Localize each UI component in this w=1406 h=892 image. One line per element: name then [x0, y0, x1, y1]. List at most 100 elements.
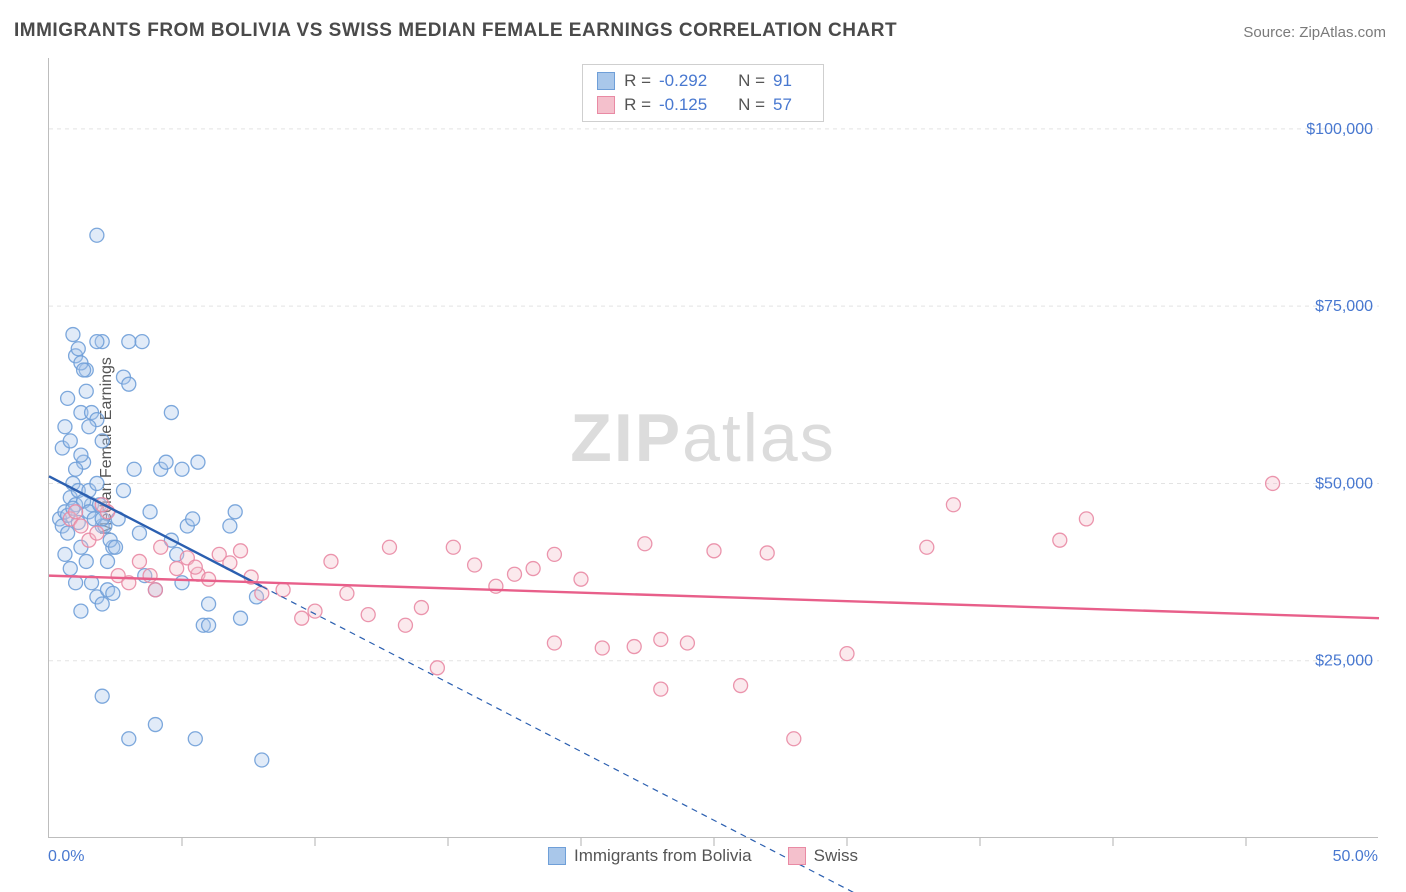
scatter-point-bolivia	[159, 455, 173, 469]
scatter-point-bolivia	[148, 718, 162, 732]
stats-N-label: N =	[737, 95, 765, 115]
scatter-point-swiss	[760, 546, 774, 560]
plot-area: $25,000$50,000$75,000$100,000	[48, 58, 1378, 838]
y-tick-label: $100,000	[1306, 121, 1373, 138]
scatter-point-swiss	[234, 544, 248, 558]
scatter-point-bolivia	[191, 455, 205, 469]
scatter-point-swiss	[468, 558, 482, 572]
scatter-point-bolivia	[116, 484, 130, 498]
scatter-point-swiss	[1266, 476, 1280, 490]
scatter-point-bolivia	[90, 335, 104, 349]
stats-N-label: N =	[737, 71, 765, 91]
scatter-point-swiss	[526, 562, 540, 576]
y-tick-label: $50,000	[1315, 475, 1373, 492]
legend-swatch-bolivia	[548, 847, 566, 865]
chart-container: { "title": "IMMIGRANTS FROM BOLIVIA VS S…	[0, 0, 1406, 892]
stats-N-value-swiss: 57	[773, 95, 809, 115]
stats-row-bolivia: R =-0.292N =91	[583, 69, 823, 93]
legend-bottom: Immigrants from Bolivia Swiss	[548, 846, 858, 866]
scatter-point-bolivia	[95, 434, 109, 448]
chart-title: IMMIGRANTS FROM BOLIVIA VS SWISS MEDIAN …	[14, 20, 897, 42]
scatter-point-swiss	[340, 586, 354, 600]
scatter-point-swiss	[595, 641, 609, 655]
scatter-point-swiss	[508, 567, 522, 581]
source-prefix: Source:	[1243, 24, 1299, 41]
scatter-point-swiss	[1079, 512, 1093, 526]
scatter-point-bolivia	[202, 597, 216, 611]
legend-label-swiss: Swiss	[814, 846, 858, 866]
legend-label-bolivia: Immigrants from Bolivia	[574, 846, 752, 866]
scatter-point-bolivia	[74, 448, 88, 462]
scatter-point-bolivia	[143, 505, 157, 519]
scatter-point-swiss	[361, 608, 375, 622]
scatter-point-bolivia	[82, 420, 96, 434]
scatter-point-bolivia	[63, 434, 77, 448]
scatter-point-swiss	[148, 583, 162, 597]
x-tick-max: 50.0%	[1333, 848, 1378, 866]
scatter-point-swiss	[946, 498, 960, 512]
scatter-point-bolivia	[122, 732, 136, 746]
scatter-point-swiss	[324, 554, 338, 568]
scatter-point-swiss	[382, 540, 396, 554]
scatter-point-bolivia	[164, 406, 178, 420]
scatter-point-swiss	[69, 505, 83, 519]
scatter-point-swiss	[430, 661, 444, 675]
scatter-point-swiss	[414, 601, 428, 615]
scatter-point-bolivia	[79, 384, 93, 398]
scatter-point-swiss	[787, 732, 801, 746]
swatch-bolivia	[597, 72, 615, 90]
scatter-point-swiss	[547, 636, 561, 650]
scatter-point-swiss	[90, 526, 104, 540]
plot-svg: $25,000$50,000$75,000$100,000	[49, 58, 1378, 837]
scatter-point-bolivia	[127, 462, 141, 476]
scatter-point-bolivia	[122, 335, 136, 349]
legend-item-bolivia: Immigrants from Bolivia	[548, 846, 752, 866]
scatter-point-bolivia	[58, 420, 72, 434]
scatter-point-swiss	[308, 604, 322, 618]
scatter-point-bolivia	[101, 554, 115, 568]
scatter-point-swiss	[398, 618, 412, 632]
scatter-point-swiss	[170, 562, 184, 576]
scatter-point-swiss	[654, 632, 668, 646]
scatter-point-bolivia	[71, 342, 85, 356]
scatter-point-bolivia	[202, 618, 216, 632]
scatter-point-swiss	[74, 519, 88, 533]
scatter-point-bolivia	[135, 335, 149, 349]
scatter-point-swiss	[638, 537, 652, 551]
trendline-swiss	[49, 576, 1379, 619]
scatter-point-swiss	[707, 544, 721, 558]
source-name: ZipAtlas.com	[1299, 24, 1386, 41]
scatter-point-bolivia	[58, 547, 72, 561]
scatter-point-swiss	[680, 636, 694, 650]
stats-R-label: R =	[623, 71, 651, 91]
scatter-point-bolivia	[63, 562, 77, 576]
scatter-point-bolivia	[66, 328, 80, 342]
scatter-point-bolivia	[95, 597, 109, 611]
scatter-point-bolivia	[77, 363, 91, 377]
scatter-point-swiss	[143, 569, 157, 583]
scatter-point-swiss	[446, 540, 460, 554]
scatter-point-bolivia	[255, 753, 269, 767]
scatter-point-swiss	[734, 679, 748, 693]
stats-row-swiss: R =-0.125N =57	[583, 93, 823, 117]
scatter-point-bolivia	[122, 377, 136, 391]
y-tick-label: $75,000	[1315, 298, 1373, 315]
scatter-point-bolivia	[61, 391, 75, 405]
scatter-point-swiss	[547, 547, 561, 561]
scatter-point-bolivia	[61, 526, 75, 540]
stats-R-value-bolivia: -0.292	[659, 71, 729, 91]
scatter-point-swiss	[920, 540, 934, 554]
x-tick-min: 0.0%	[48, 848, 84, 866]
scatter-point-bolivia	[90, 228, 104, 242]
scatter-point-bolivia	[69, 462, 83, 476]
scatter-point-swiss	[276, 583, 290, 597]
legend-swatch-swiss	[788, 847, 806, 865]
scatter-point-bolivia	[175, 576, 189, 590]
scatter-point-bolivia	[95, 689, 109, 703]
swatch-swiss	[597, 96, 615, 114]
scatter-point-swiss	[188, 560, 202, 574]
scatter-point-bolivia	[188, 732, 202, 746]
source-attribution: Source: ZipAtlas.com	[1243, 24, 1386, 41]
scatter-point-bolivia	[79, 554, 93, 568]
scatter-point-bolivia	[90, 476, 104, 490]
